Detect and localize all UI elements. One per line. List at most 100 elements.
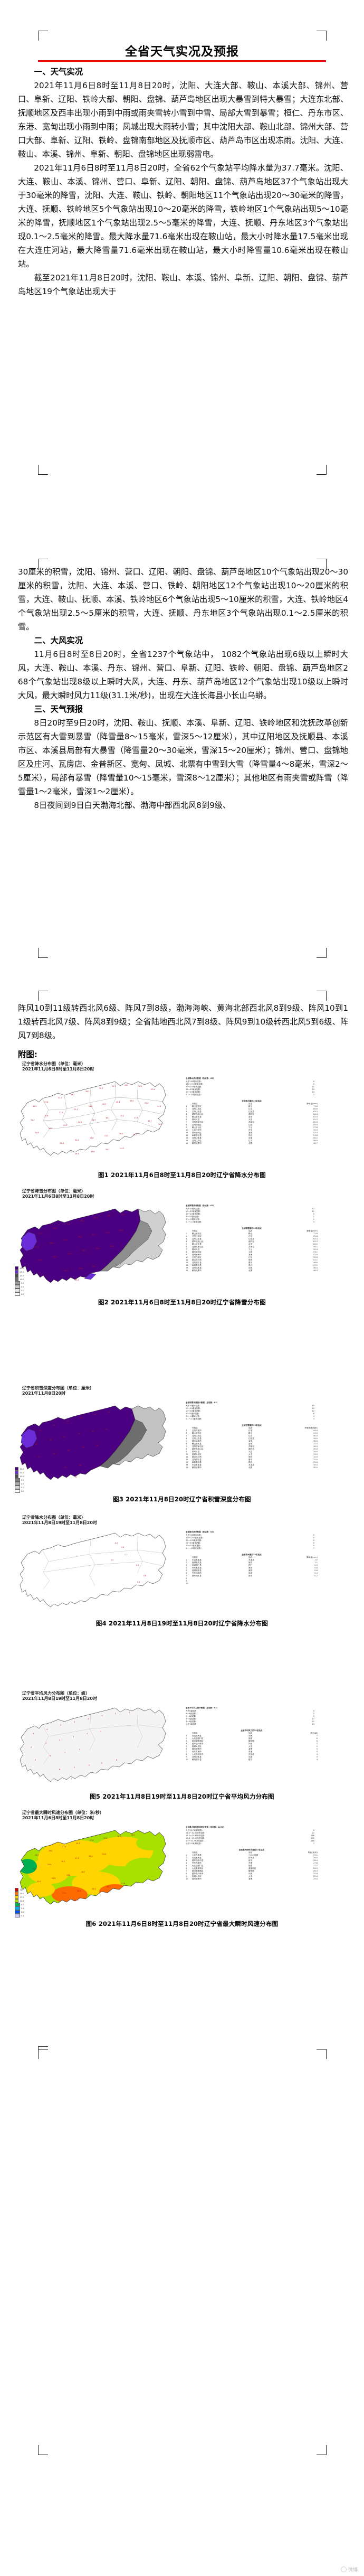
svg-text:6: 6 (59, 1769, 60, 1771)
svg-text:31.3: 31.3 (35, 1246, 39, 1248)
svg-text:27.2: 27.2 (62, 1892, 66, 1894)
svg-text:30.7: 30.7 (148, 1120, 151, 1122)
svg-text:5: 5 (35, 1759, 36, 1761)
svg-text:31.1: 31.1 (74, 1900, 78, 1902)
legend-label: 2.5 (21, 1482, 24, 1485)
legend-label: 3.4 (21, 1907, 24, 1910)
fig1-rank-header: 全省降水量前15名站点 (242, 1100, 262, 1102)
fig2-rank-table: 行政区 站名 降雪量(mm) 1 鞍山铁东区 鞍山 71.6 2 沈阳辽中区 辽中 65.8 3… (186, 1230, 318, 1272)
svg-text:22.8: 22.8 (52, 1877, 55, 1879)
fig3-title-line1: 辽宁省积雪深度分布图（单位：厘米） (22, 1386, 94, 1390)
svg-text:4: 4 (45, 1742, 46, 1744)
svg-text:18.2: 18.2 (35, 1854, 39, 1856)
svg-text:4: 4 (88, 1718, 89, 1720)
svg-text:30: 30 (68, 1450, 70, 1452)
legend-swatch (15, 1471, 19, 1474)
fig2-rank-header: 全省降雪量前15名站点 (242, 1227, 262, 1229)
legend-swatch (15, 1277, 19, 1281)
fig3-rank-table: 行政区 站名 积雪深度(厘米) 1 辽阳灯塔市 灯塔 44.0 2 鞍山铁东区 鞍山 41.0 … (186, 1427, 318, 1469)
table-row: 8 锦州凌河区 义县 53.1 (186, 1251, 318, 1253)
fig3-rank-header: 全省积雪量前15名站点 (242, 1424, 262, 1426)
table-row: 11 营口大石桥 熊岳 32.0 (186, 1456, 318, 1458)
legend-label: 0.1 (21, 1486, 24, 1489)
table-row: 1 本溪本溪县 本溪县 1.5 (186, 1559, 318, 1561)
table-row: 1 大连长海县 长海 7 (186, 1735, 318, 1737)
fig3-stats-header: 全省积雪深度统计数据（总站数：62） (186, 1402, 219, 1404)
legend-label: 32.7 (20, 1888, 24, 1891)
stat-value: 0 (313, 1083, 314, 1085)
svg-text:5: 5 (31, 1746, 32, 1748)
fig2-legend: 40.0 25.0 20.0 10.0 5.0 2.5 0.1 0.0 (15, 1266, 24, 1296)
fig1-stats-table: 大于250毫米站数： 0 100～250毫米站数： 0 50～100毫米站数： 12 … (186, 1080, 318, 1096)
legend-swatch (15, 1489, 20, 1493)
table-row: 12 阜新彰武县 彰武 51.8 (186, 1134, 318, 1136)
svg-text:40.4: 40.4 (116, 1101, 120, 1103)
fig5-rank-header: 全省平均风力前15名站点 (241, 1729, 263, 1732)
stat-value: 34 (312, 1088, 314, 1090)
svg-text:26.5: 26.5 (53, 1256, 56, 1258)
fig6-title-line2: 2021年11月6日8时至11月8日20时 (22, 1816, 94, 1820)
svg-text:17.8: 17.8 (134, 1117, 138, 1119)
fig2-stats-header: 全省降雪统计数据（总站数：62） (186, 1205, 215, 1207)
svg-text:4: 4 (64, 1752, 65, 1754)
figure-4-map-title: 辽宁省降水分布图（单位：毫米） 2021年11月8日19时至11月8日20时 (0, 1515, 364, 1526)
legend-label: 1.6 (21, 1911, 24, 1913)
svg-text:24.6: 24.6 (78, 1121, 82, 1123)
weibo-icon (340, 2566, 347, 2572)
table-row: 5 大连旅顺口区 旅顺 27.2 (186, 1865, 318, 1867)
attachment-label: 附图: (18, 1050, 37, 1059)
fig6-stats-table: 大于32.7米/秒站数： 0 24.5～32.6米/秒站数： 12 17.2～24.… (186, 1829, 314, 1845)
fig3-stats-table: 大于30厘米站数： 19 20～30厘米站数： 10 10～20厘米站数： 12 5～… (186, 1405, 314, 1420)
svg-text:3: 3 (74, 1721, 75, 1723)
svg-text:39.1: 39.1 (108, 1215, 111, 1217)
svg-text:1.1: 1.1 (124, 1554, 127, 1556)
table-row: 13 阜新彰武县 彰武 31.0 (186, 1461, 318, 1463)
legend-label: 0.0 (21, 1293, 24, 1295)
table-row: 1 大连长海县 小长山乌蟒 31.1 (186, 1854, 318, 1856)
fig6-stats-header: 全省最大瞬时风速统计数据（总站数：1237） (186, 1826, 225, 1828)
svg-text:45.3: 45.3 (102, 1103, 106, 1105)
legend-label: 20.0 (20, 1471, 24, 1474)
svg-text:6: 6 (116, 1759, 117, 1761)
legend-label: 20.0 (20, 1274, 24, 1277)
table-row: 4 葫芦岛连山区 葫芦岛 62.4 (186, 1113, 318, 1115)
svg-text:16.4: 16.4 (117, 1835, 121, 1837)
svg-text:33: 33 (78, 1433, 80, 1435)
svg-text:29.3: 29.3 (63, 1124, 67, 1126)
table-row: 6 锦州凌海市 凌海 5 (186, 1748, 318, 1750)
stat-label: 0.1～10毫米站数： (186, 1094, 203, 1096)
paragraph-truncated: 8日夜间到9日白天渤海北部、渤海中部西北风8到9级、 (34, 801, 231, 810)
fig2-stats-table: 大于30毫米站数： 37 20～30毫米站数： 11 10～20毫米站数： 5 5～1… (186, 1208, 314, 1223)
svg-text:37.2: 37.2 (59, 1112, 63, 1114)
fig6-title-line1: 辽宁省最大瞬时风速分布图（单位：米/秒） (22, 1810, 104, 1815)
svg-text:5: 5 (101, 1762, 102, 1764)
paragraph: 2021年11月6日8时至11月8日20时，沈阳、大连大部、鞍山、本溪大部、锦州… (18, 81, 348, 159)
liaoning-snow-choropleth: 41.9 33.6 42.2 39.2 38.3 39.1 34.3 31.3 28.6… (20, 1208, 166, 1283)
svg-text:26.3: 26.3 (107, 1886, 110, 1888)
svg-text:0.2: 0.2 (115, 1542, 118, 1544)
paragraph: 11月6日8时至8日20时，全省1237个气象站中， 1082个气象站出现6级以… (18, 650, 348, 700)
fig2-map-canvas: 41.9 33.6 42.2 39.2 38.3 39.1 34.3 31.3 28.6… (12, 1199, 186, 1297)
svg-text:0.9: 0.9 (136, 1564, 139, 1566)
table-row: 9 (186, 1580, 187, 1582)
fig5-stats-header: 全省平均风力统计数据（总站数：62） (186, 1707, 219, 1709)
svg-text:31.8: 31.8 (38, 1259, 42, 1261)
svg-text:16.6: 16.6 (90, 1137, 93, 1139)
fig2-title-line1: 辽宁省降雪分布图（单位：毫米） (22, 1189, 85, 1193)
svg-text:25.4: 25.4 (92, 1888, 95, 1890)
table-row: 10 大连庄河市 庄河 55.0 (186, 1129, 318, 1131)
svg-text:18.2: 18.2 (158, 1123, 162, 1125)
legend-swatch (15, 1478, 20, 1482)
table-row: 4 葫芦岛兴城市 兴城 5 (186, 1743, 318, 1745)
svg-text:41: 41 (53, 1424, 55, 1426)
svg-text:22: 22 (64, 1466, 66, 1469)
table-row: 5 盘锦大洼区 大洼 5 (186, 1745, 318, 1747)
table-row: 7 铁岭西丰县 西丰 0.2 (186, 1575, 318, 1577)
svg-text:55.0: 55.0 (145, 1102, 148, 1104)
fig2-title-line2: 2021年11月6日8时至11月8日20时 (22, 1194, 94, 1199)
svg-text:26.9: 26.9 (77, 1890, 81, 1892)
paragraph: 2021年11月6日8时至11月8日20时，全省62个气象站平均降水量为37.7… (18, 163, 348, 269)
svg-text:39.9: 39.9 (119, 1229, 123, 1231)
